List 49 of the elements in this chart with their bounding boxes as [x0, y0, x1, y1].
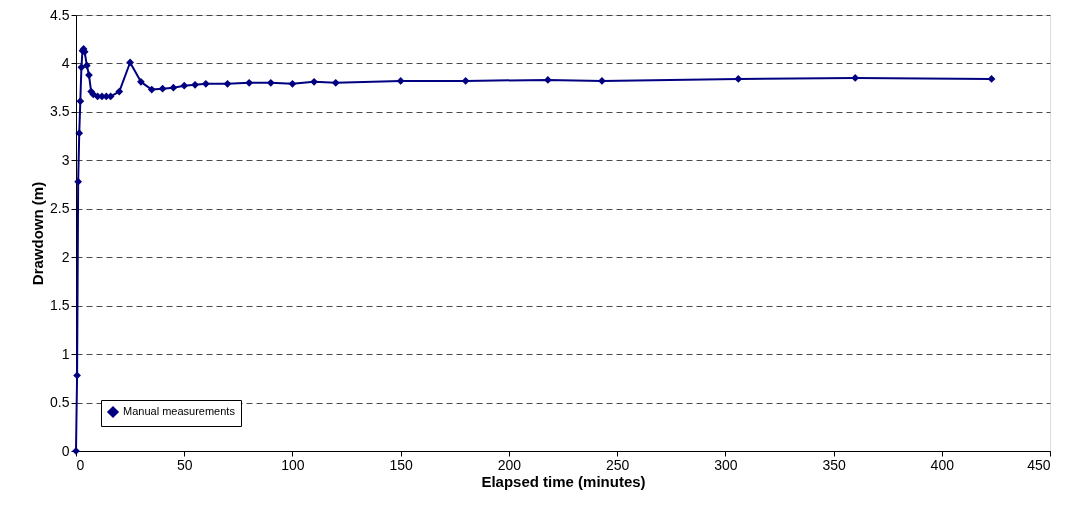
- point: [77, 63, 86, 72]
- y-tick-label: 2.5: [50, 200, 70, 217]
- point: [75, 129, 84, 138]
- point: [158, 84, 167, 93]
- point: [223, 79, 232, 88]
- point: [74, 177, 83, 186]
- point: [137, 77, 145, 86]
- point: [987, 75, 996, 83]
- point: [734, 75, 743, 83]
- point: [147, 85, 156, 94]
- legend-label: Manual measurements: [123, 405, 236, 417]
- y-tick-label: 4: [61, 54, 70, 71]
- x-tick-label: 300: [714, 456, 738, 473]
- point: [191, 80, 199, 89]
- x-tick-label: 400: [930, 456, 955, 473]
- x-tick-label: 150: [389, 456, 414, 473]
- point: [461, 77, 470, 85]
- x-tick-label: 50: [176, 456, 193, 473]
- y-tick-label: 0.5: [50, 394, 70, 411]
- point: [73, 371, 81, 380]
- y-tick-label: 1: [61, 345, 70, 362]
- y-tick-label: 1.5: [50, 297, 70, 314]
- y-tick-label: 4.5: [50, 6, 70, 23]
- point: [180, 81, 189, 90]
- y-tick-label: 0: [61, 442, 70, 459]
- x-tick-label: 0: [76, 456, 85, 473]
- point: [598, 77, 606, 85]
- point: [76, 97, 85, 106]
- y-tick-label: 2: [61, 248, 70, 265]
- point: [331, 78, 340, 87]
- x-tick-label: 250: [605, 456, 630, 473]
- y-axis-title: Drawdown (m): [29, 181, 47, 286]
- point: [82, 61, 91, 70]
- point: [115, 87, 124, 96]
- point: [396, 77, 405, 85]
- x-tick-label: 200: [497, 456, 522, 473]
- point: [201, 79, 210, 88]
- point: [310, 77, 318, 86]
- point: [245, 78, 254, 87]
- y-tick-label: 3: [61, 151, 70, 168]
- point: [126, 58, 134, 67]
- x-tick-label: 350: [822, 456, 846, 473]
- point: [288, 79, 297, 88]
- x-axis-title: Elapsed time (minutes): [481, 472, 646, 490]
- x-tick-label: 100: [281, 456, 305, 473]
- y-tick-label: 3.5: [50, 103, 70, 120]
- x-tick-label: 450: [1027, 456, 1051, 473]
- point: [169, 83, 178, 92]
- point: [266, 78, 275, 87]
